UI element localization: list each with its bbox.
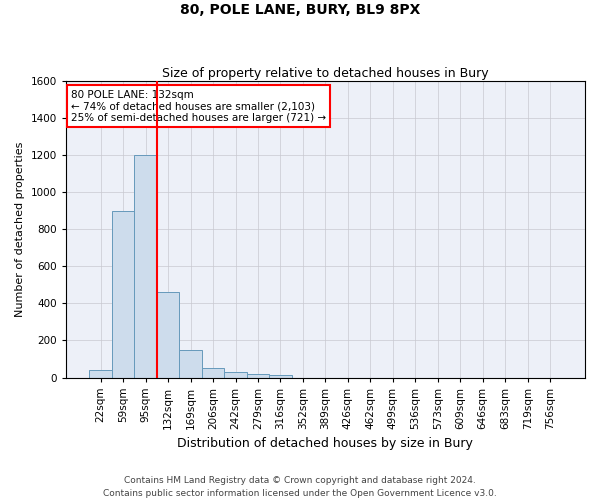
Text: 80 POLE LANE: 132sqm
← 74% of detached houses are smaller (2,103)
25% of semi-de: 80 POLE LANE: 132sqm ← 74% of detached h…: [71, 90, 326, 123]
Bar: [134, 155, 157, 378]
Bar: [112, 210, 134, 378]
Bar: [269, 376, 292, 378]
Bar: [179, 350, 202, 378]
Title: Size of property relative to detached houses in Bury: Size of property relative to detached ho…: [162, 66, 489, 80]
Bar: [224, 372, 247, 378]
Bar: [89, 370, 112, 378]
Text: 80, POLE LANE, BURY, BL9 8PX: 80, POLE LANE, BURY, BL9 8PX: [180, 2, 420, 16]
Bar: [247, 374, 269, 378]
Text: Contains HM Land Registry data © Crown copyright and database right 2024.
Contai: Contains HM Land Registry data © Crown c…: [103, 476, 497, 498]
Bar: [202, 368, 224, 378]
X-axis label: Distribution of detached houses by size in Bury: Distribution of detached houses by size …: [178, 437, 473, 450]
Y-axis label: Number of detached properties: Number of detached properties: [15, 142, 25, 317]
Bar: [157, 292, 179, 378]
